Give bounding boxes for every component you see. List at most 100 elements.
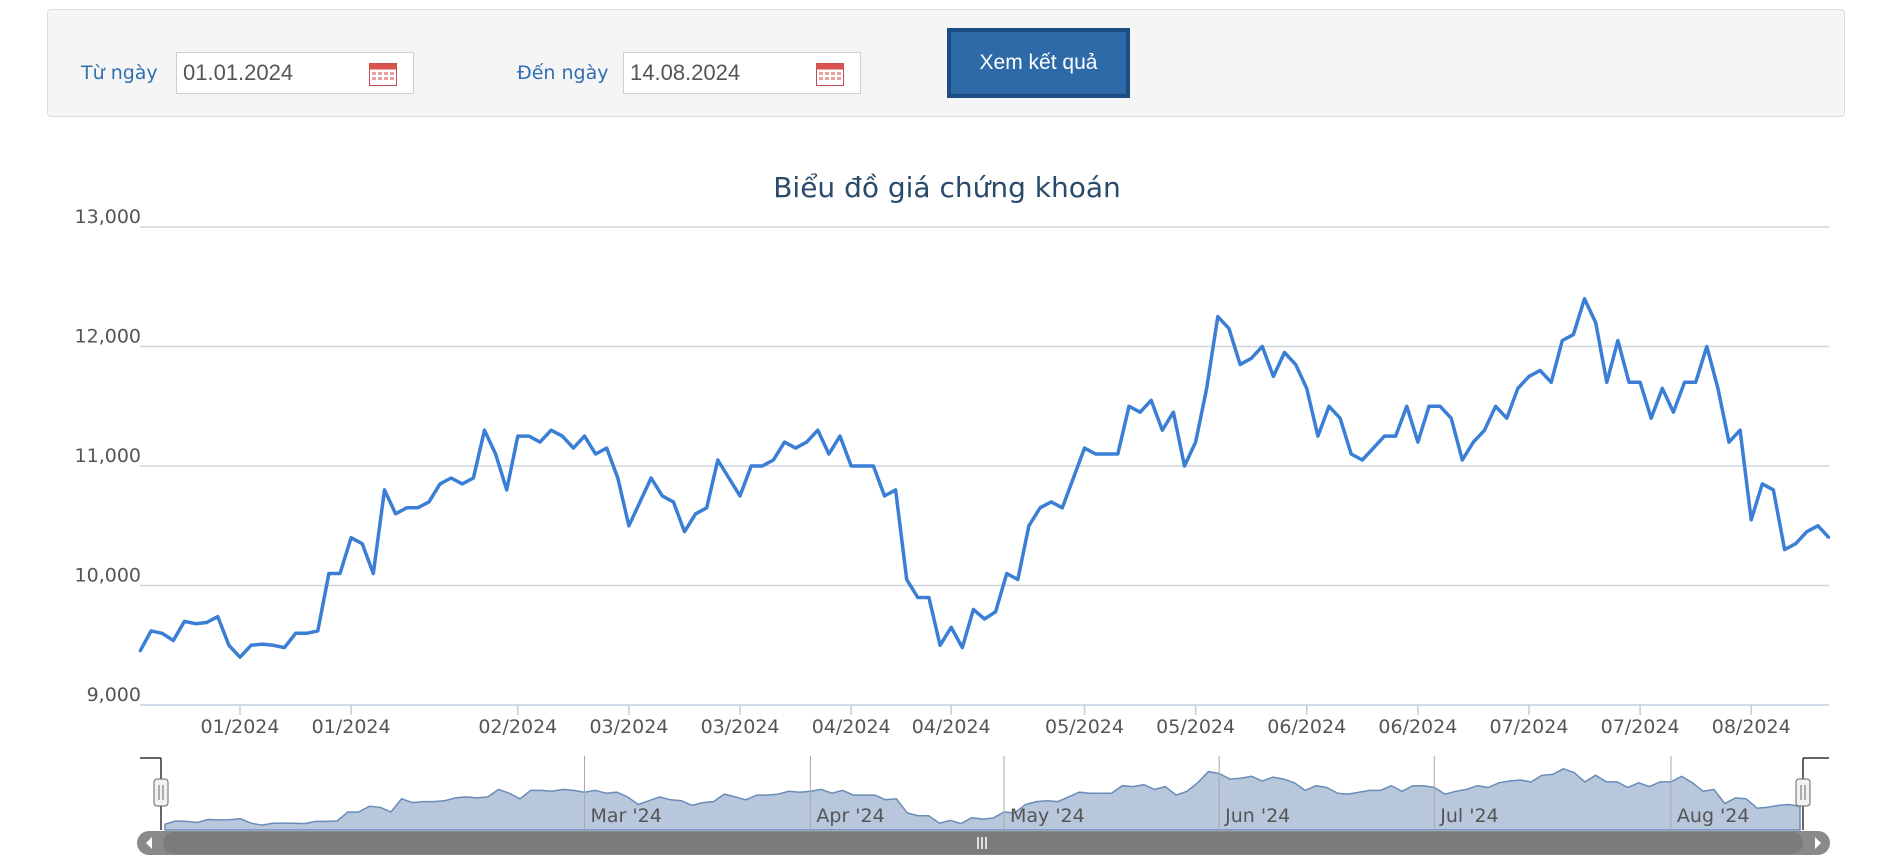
navigator-right-handle[interactable] (1795, 778, 1811, 807)
price-point (416, 506, 419, 509)
price-point (572, 446, 575, 450)
price-point (1427, 405, 1431, 408)
x-tick-label: 07/2024 (1601, 716, 1680, 738)
calendar-icon[interactable] (369, 61, 397, 86)
y-tick-label: 11,000 (75, 445, 141, 467)
x-tick-label: 04/2024 (812, 716, 891, 738)
price-point (1061, 506, 1064, 509)
price-point (1716, 387, 1720, 390)
price-point (149, 629, 153, 633)
x-tick-label: 07/2024 (1490, 716, 1569, 738)
price-point (383, 488, 386, 492)
price-point (1016, 578, 1019, 581)
price-point (1316, 434, 1320, 438)
price-series-line (138, 296, 1831, 659)
price-point (1161, 429, 1164, 432)
price-point (261, 642, 264, 646)
navigator-left-handle[interactable] (153, 778, 169, 807)
price-point (405, 506, 408, 509)
price-point (583, 434, 586, 438)
price-point (327, 572, 331, 575)
price-point (205, 621, 208, 624)
scroll-right-arrow-icon[interactable] (1815, 837, 1821, 849)
y-tick-label: 12,000 (75, 326, 141, 348)
price-point (850, 464, 853, 468)
price-point (1505, 417, 1509, 420)
price-point (1494, 405, 1497, 408)
price-point (1338, 417, 1342, 420)
navigator-scrollbar-thumb[interactable] (163, 832, 1803, 854)
y-tick-label: 9,000 (87, 684, 141, 706)
price-point (1783, 548, 1786, 551)
price-point (1661, 387, 1664, 390)
price-point (394, 512, 397, 515)
price-point (1450, 417, 1453, 420)
price-point (794, 446, 797, 450)
price-point (1361, 458, 1364, 462)
price-point (294, 632, 297, 635)
price-point (1261, 345, 1264, 348)
price-point (194, 622, 197, 625)
price-point (1138, 411, 1142, 414)
price-point (161, 632, 164, 635)
price-point (1416, 440, 1420, 444)
price-point (1538, 369, 1542, 372)
price-point (1472, 440, 1475, 444)
to-date-field[interactable] (623, 52, 861, 94)
view-results-button[interactable]: Xem kết quả (947, 28, 1130, 98)
scroll-left-arrow-icon[interactable] (146, 837, 152, 849)
price-point (672, 500, 675, 504)
price-point (1394, 434, 1397, 438)
price-point (1172, 411, 1175, 414)
price-point (1750, 518, 1753, 521)
price-point (1150, 399, 1153, 402)
price-point (838, 434, 842, 438)
price-point (638, 500, 642, 504)
price-point (1383, 434, 1386, 438)
x-tick-label: 03/2024 (589, 716, 668, 738)
navigator-month-label: Mar '24 (591, 805, 662, 827)
calendar-icon[interactable] (816, 61, 844, 86)
navigator-month-label: May '24 (1010, 805, 1085, 827)
price-point (1205, 387, 1208, 390)
price-point (372, 572, 375, 575)
navigator[interactable]: Mar '24 Apr '24 May '24 Jun '24 Jul '24 Aug '… (137, 756, 1830, 855)
price-point (505, 488, 508, 492)
price-point (1194, 440, 1197, 444)
price-point (516, 434, 519, 438)
price-point (1094, 452, 1097, 456)
price-point (1616, 339, 1620, 342)
price-point (249, 644, 253, 647)
price-point (661, 494, 664, 498)
price-point (283, 646, 286, 649)
price-point (605, 446, 608, 450)
navigator-series-area (164, 767, 1801, 831)
price-point (1672, 411, 1675, 414)
price-point (438, 482, 442, 486)
to-date-input[interactable] (630, 59, 800, 87)
x-tick-label: 08/2024 (1712, 716, 1791, 738)
x-tick-label: 01/2024 (201, 716, 280, 738)
navigator-month-label: Jul '24 (1439, 805, 1498, 827)
from-date-input[interactable] (183, 59, 353, 87)
price-point (1638, 381, 1642, 384)
price-point (305, 632, 308, 635)
price-point (1827, 536, 1831, 539)
price-point (183, 620, 186, 623)
price-point (627, 524, 631, 527)
to-date-label: Đến ngày (517, 62, 609, 84)
price-point (461, 482, 464, 486)
price-point (783, 440, 786, 444)
price-point (527, 434, 531, 438)
from-date-field[interactable] (176, 52, 414, 94)
price-point (1305, 387, 1308, 390)
price-point (1461, 458, 1464, 462)
price-point (649, 476, 653, 480)
y-axis-ticks: 13,000 12,000 11,000 10,000 9,000 (75, 206, 141, 706)
price-point (483, 429, 486, 432)
price-point (361, 542, 364, 545)
price-point (538, 440, 542, 444)
price-point (716, 458, 719, 462)
from-date-label: Từ ngày (81, 62, 158, 84)
